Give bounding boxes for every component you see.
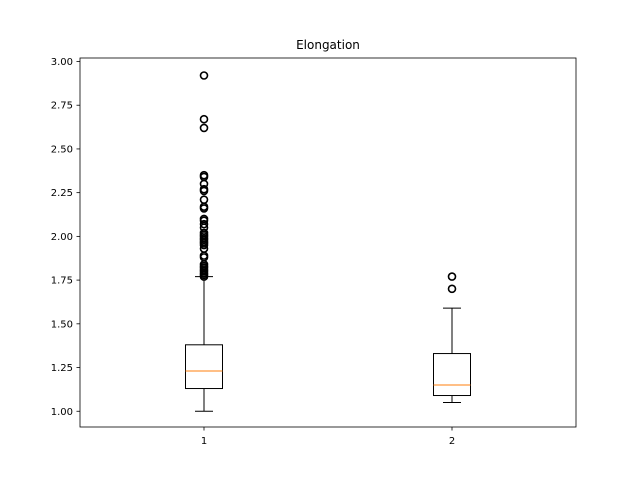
box-group-1 bbox=[185, 71, 223, 412]
outlier-point bbox=[447, 284, 457, 294]
y-tick-label: 1.00 bbox=[51, 407, 73, 418]
outlier-point bbox=[199, 228, 209, 238]
outlier-point bbox=[199, 170, 209, 180]
y-tick-label: 1.75 bbox=[51, 276, 73, 287]
outlier-point bbox=[447, 272, 457, 281]
outlier-point bbox=[199, 195, 209, 204]
x-tick-label: 2 bbox=[449, 436, 455, 447]
y-tick-label: 2.50 bbox=[51, 144, 73, 155]
axes: 1.00 1.25 1.50 1.75 2.00 2.25 2.50 2.75 3.00 1 2 bbox=[51, 57, 577, 447]
y-tick-label: 3.00 bbox=[51, 57, 73, 68]
y-tick-label: 1.25 bbox=[51, 363, 73, 374]
box-iqr bbox=[433, 353, 471, 397]
box-group-2 bbox=[433, 272, 471, 404]
y-tick-label: 2.25 bbox=[51, 188, 73, 199]
y-tick-label: 1.50 bbox=[51, 319, 73, 330]
outlier-point bbox=[199, 114, 209, 124]
plot-area bbox=[185, 71, 471, 412]
outlier-point bbox=[199, 184, 209, 194]
y-tick-label: 2.75 bbox=[51, 101, 73, 112]
y-tick-label: 2.00 bbox=[51, 232, 73, 243]
box-iqr bbox=[185, 344, 223, 390]
outlier-point bbox=[199, 219, 209, 229]
outlier-point bbox=[199, 123, 209, 133]
outlier-point bbox=[199, 214, 209, 224]
outlier-point bbox=[199, 71, 209, 80]
chart-title: Elongation bbox=[296, 38, 360, 52]
axes-frame bbox=[79, 57, 577, 428]
x-tick-label: 1 bbox=[201, 436, 207, 447]
